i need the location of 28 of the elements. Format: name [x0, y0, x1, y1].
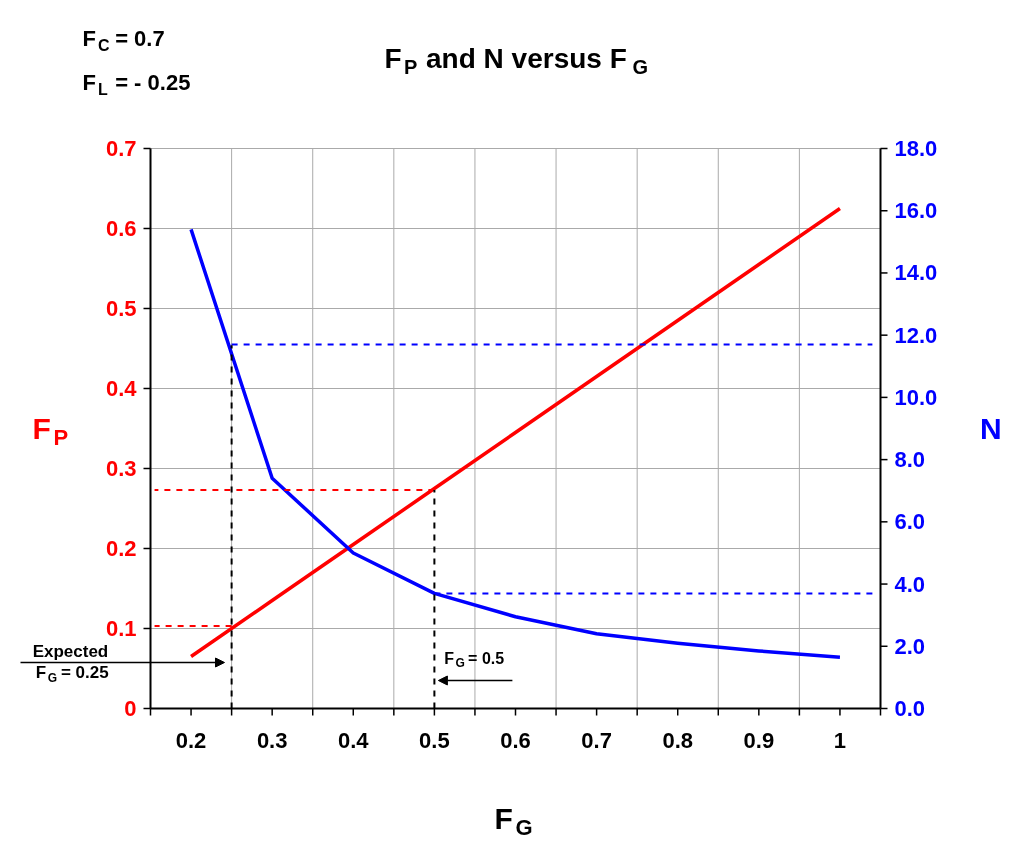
y-tick-label: 0.6 [105, 216, 137, 241]
y2-tick-label: 12.0 [894, 322, 938, 348]
y-tick-label: 0.2 [105, 536, 137, 561]
y2-tick-label: 4.0 [894, 571, 926, 597]
y2-tick-label: 14.0 [894, 260, 938, 286]
y2-tick-label: 6.0 [894, 509, 926, 535]
y-tick-label: 0 [124, 696, 137, 721]
x-tick-label: 0.4 [337, 728, 370, 753]
x-tick-label: 0.3 [256, 728, 288, 753]
y2-tick-label: 18.0 [894, 136, 938, 161]
x-tick-label: 0.7 [581, 728, 612, 753]
y2-tick-label: 2.0 [894, 633, 926, 659]
x-tick-label: 0.5 [419, 728, 450, 753]
y-tick-label: 0.5 [105, 296, 137, 321]
y2-tick-label: 0.0 [894, 696, 926, 721]
x-tick-label: 0.9 [743, 728, 775, 753]
x-tick-label: 0.2 [175, 728, 207, 753]
x-tick-label: 0.8 [662, 728, 694, 753]
y2-tick-label: 8.0 [894, 447, 926, 473]
y-tick-label: 0.3 [105, 456, 137, 481]
y-tick-label: 0.1 [105, 616, 137, 641]
y-tick-label: 0.4 [105, 376, 138, 401]
y2-tick-label: 10.0 [894, 384, 938, 410]
y-tick-label: 0.7 [105, 136, 137, 161]
x-tick-label: 1 [833, 728, 847, 753]
y2-axis-title: N [980, 412, 1002, 445]
y2-tick-label: 16.0 [894, 198, 938, 224]
x-tick-label: 0.6 [500, 728, 531, 753]
